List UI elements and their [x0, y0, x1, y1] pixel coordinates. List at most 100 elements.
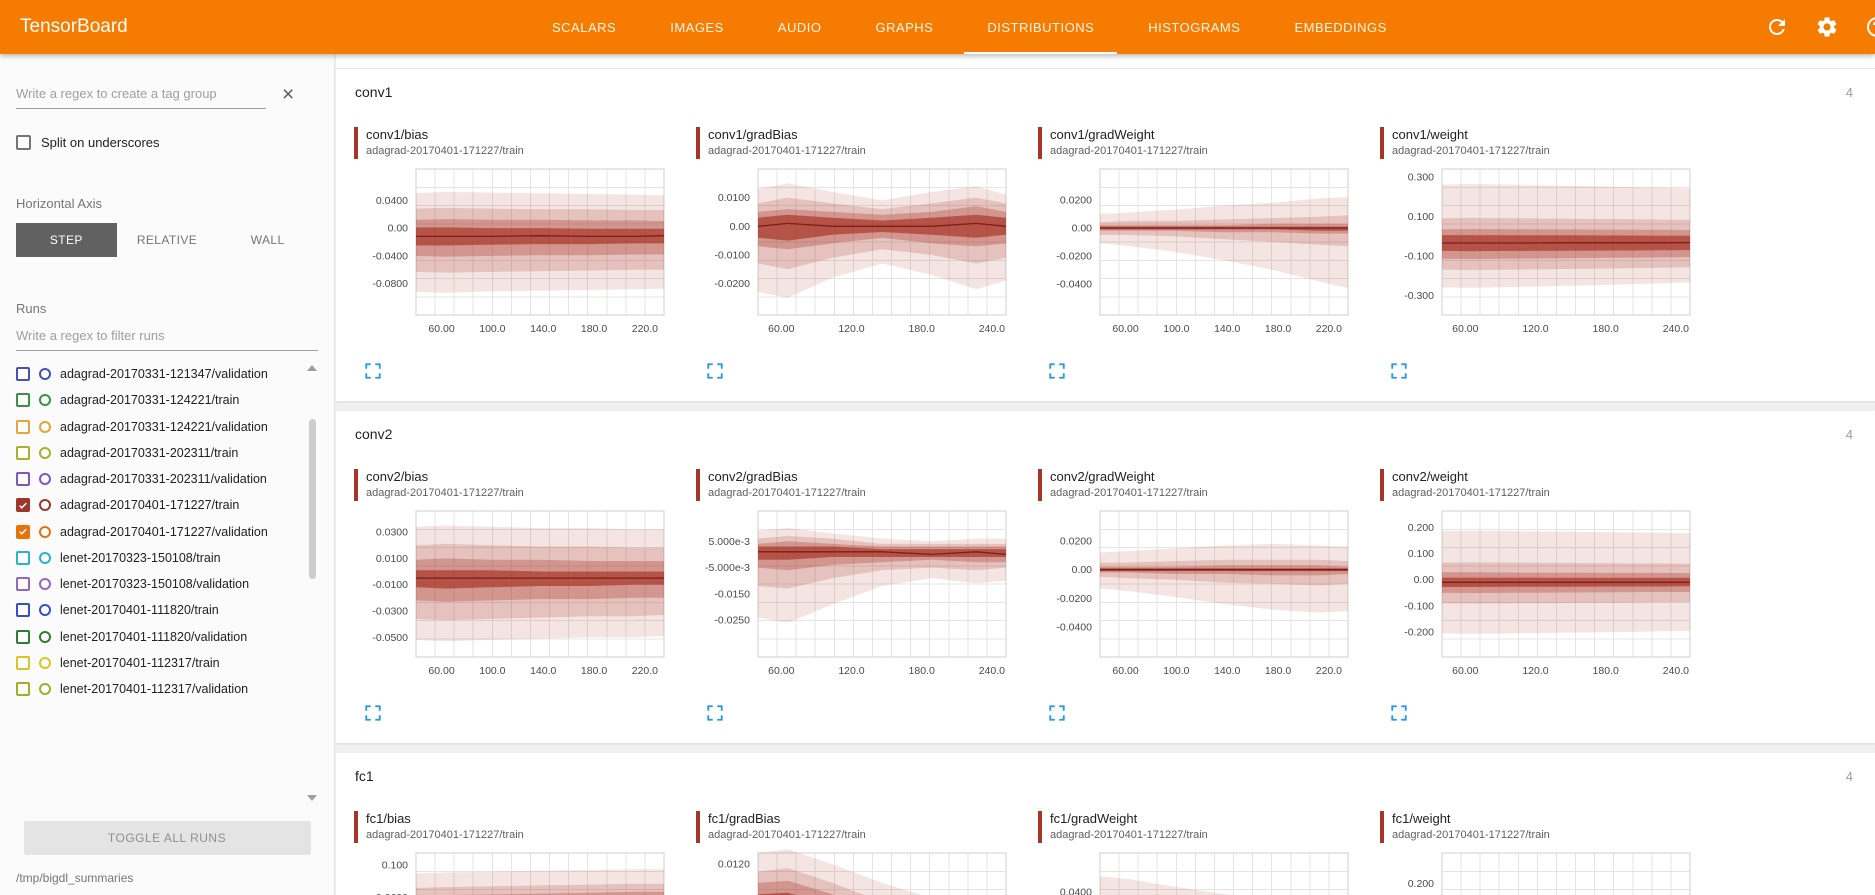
expand-chart-icon[interactable] — [362, 362, 384, 384]
run-item[interactable]: adagrad-20170331-124221/validation — [16, 414, 302, 440]
tab-embeddings[interactable]: EMBEDDINGS — [1294, 19, 1387, 35]
run-item[interactable]: lenet-20170323-150108/train — [16, 545, 302, 571]
section-header[interactable]: conv1 4 — [336, 69, 1875, 115]
distribution-plot[interactable]: 0.0200 0.00 -0.0200 -0.0400 60.00 100.0 140.0 1… — [1038, 163, 1360, 355]
settings-icon[interactable] — [1815, 15, 1839, 39]
run-color-radio[interactable] — [39, 578, 51, 590]
run-checkbox[interactable] — [16, 393, 30, 408]
run-item[interactable]: adagrad-20170401-171227/validation — [16, 519, 302, 545]
run-checkbox[interactable] — [16, 445, 30, 460]
expand-chart-icon[interactable] — [1046, 704, 1068, 726]
run-checkbox[interactable] — [16, 629, 30, 644]
svg-text:-0.0400: -0.0400 — [372, 250, 408, 262]
run-checkbox[interactable] — [16, 682, 30, 696]
split-underscores-row[interactable]: Split on underscores — [16, 135, 318, 150]
distribution-plot[interactable]: 0.0200 0.00 -0.0200 -0.0400 60.00 100.0 140.0 1… — [1038, 505, 1360, 697]
tab-scalars[interactable]: SCALARS — [552, 19, 617, 35]
run-item[interactable]: lenet-20170401-112317/train — [16, 650, 302, 676]
expand-chart-icon[interactable] — [362, 704, 384, 726]
tag-group-regex-input[interactable] — [16, 80, 266, 109]
help-icon[interactable] — [1865, 15, 1875, 39]
section-header[interactable]: conv2 4 — [336, 411, 1875, 457]
distribution-plot[interactable]: 0.0400 0.00 -0.0400 -0.0800 60.00 100.0 140.0 1… — [354, 163, 676, 355]
run-checkbox[interactable] — [16, 419, 30, 434]
expand-chart-icon[interactable] — [1046, 362, 1068, 384]
chart-run-label: adagrad-20170401-171227/train — [1050, 487, 1208, 500]
refresh-icon[interactable] — [1765, 15, 1789, 39]
run-item[interactable]: lenet-20170323-150108/validation — [16, 571, 302, 597]
run-color-radio[interactable] — [39, 630, 51, 643]
run-name: adagrad-20170401-171227/train — [60, 498, 240, 513]
run-color-radio[interactable] — [39, 420, 51, 433]
scroll-down-icon[interactable] — [307, 795, 317, 801]
distribution-plot[interactable]: 0.0100 0.00 -0.0100 -0.0200 60.00 120.0 180.0 2… — [696, 163, 1018, 355]
run-item[interactable]: adagrad-20170401-171227/train — [16, 492, 302, 518]
tab-histograms[interactable]: HISTOGRAMS — [1148, 19, 1241, 35]
expand-chart-icon[interactable] — [704, 362, 726, 384]
toggle-all-runs-button[interactable]: TOGGLE ALL RUNS — [23, 821, 311, 855]
axis-option-step[interactable]: STEP — [16, 223, 117, 257]
run-color-bar — [1038, 469, 1042, 501]
tab-graphs[interactable]: GRAPHS — [875, 19, 934, 35]
distribution-plot[interactable]: 0.200 0.100 0.00 -0.100 -0.200 60.00 120.0 180.… — [1380, 505, 1702, 697]
run-color-radio[interactable] — [39, 551, 51, 564]
scroll-up-icon[interactable] — [307, 365, 317, 371]
previous-section-edge — [336, 54, 1875, 69]
category-conv2: conv2 4 conv2/bias adagrad-20170401-171227/… — [336, 411, 1875, 744]
split-underscores-checkbox[interactable] — [16, 135, 31, 150]
axis-option-wall[interactable]: WALL — [250, 233, 285, 247]
run-checkbox[interactable] — [16, 498, 30, 513]
distribution-plot[interactable]: 0.300 0.100 -0.100 -0.300 60.00 120.0 180.0 240… — [1380, 163, 1702, 355]
svg-text:0.100: 0.100 — [1408, 211, 1434, 223]
run-color-radio[interactable] — [39, 525, 51, 538]
chart-card: fc1/gradBias adagrad-20170401-171227/trai… — [696, 799, 1038, 895]
close-icon[interactable]: × — [282, 83, 295, 106]
run-color-radio[interactable] — [39, 368, 51, 380]
runs-regex-input[interactable] — [16, 322, 318, 351]
run-item[interactable]: lenet-20170401-111820/train — [16, 597, 302, 623]
distribution-plot[interactable]: 5.000e-3 -5.000e-3 -0.0150 -0.0250 60.00 120.… — [696, 505, 1018, 697]
run-checkbox[interactable] — [16, 655, 30, 670]
chart-run-label: adagrad-20170401-171227/train — [1392, 829, 1550, 842]
chart-title: conv1/weight — [1392, 127, 1468, 142]
run-color-radio[interactable] — [39, 683, 51, 695]
run-item[interactable]: adagrad-20170331-202311/validation — [16, 466, 302, 492]
run-color-radio[interactable] — [39, 473, 51, 485]
tab-audio[interactable]: AUDIO — [777, 19, 822, 35]
run-color-radio[interactable] — [39, 656, 51, 669]
run-checkbox[interactable] — [16, 367, 30, 381]
expand-chart-icon[interactable] — [1388, 704, 1410, 726]
expand-chart-icon[interactable] — [1388, 362, 1410, 384]
distribution-plot[interactable]: 0.0300 0.0100 -0.0100 -0.0300 -0.0500 60.00 10… — [354, 505, 676, 697]
axis-option-relative[interactable]: RELATIVE — [136, 233, 198, 247]
run-checkbox[interactable] — [16, 524, 30, 539]
run-item[interactable]: lenet-20170401-112317/validation — [16, 676, 302, 702]
run-color-radio[interactable] — [39, 604, 51, 617]
run-color-radio[interactable] — [39, 394, 51, 407]
run-name: lenet-20170323-150108/validation — [60, 577, 250, 591]
section-title: conv2 — [355, 426, 393, 443]
distribution-plot[interactable]: 0.01206.000e-30.00 — [696, 847, 1018, 895]
run-checkbox[interactable] — [16, 472, 30, 486]
run-checkbox[interactable] — [16, 577, 30, 591]
run-color-radio[interactable] — [39, 446, 51, 459]
run-checkbox[interactable] — [16, 603, 30, 618]
tab-distributions[interactable]: DISTRIBUTIONS — [960, 0, 1121, 54]
svg-text:100.0: 100.0 — [479, 323, 505, 335]
svg-text:100.0: 100.0 — [1163, 665, 1189, 677]
run-checkbox[interactable] — [16, 550, 30, 565]
run-item[interactable]: adagrad-20170331-124221/train — [16, 387, 302, 413]
svg-text:180.0: 180.0 — [909, 323, 935, 335]
run-item[interactable]: adagrad-20170331-121347/validation — [16, 361, 302, 387]
section-header[interactable]: fc1 4 — [336, 753, 1875, 799]
run-color-radio[interactable] — [39, 499, 51, 512]
scrollbar-thumb[interactable] — [309, 419, 316, 579]
tab-images[interactable]: IMAGES — [670, 19, 724, 35]
run-item[interactable]: adagrad-20170331-202311/train — [16, 440, 302, 466]
run-name: lenet-20170401-112317/validation — [60, 682, 249, 696]
run-item[interactable]: lenet-20170401-111820/validation — [16, 624, 302, 650]
expand-chart-icon[interactable] — [704, 704, 726, 726]
